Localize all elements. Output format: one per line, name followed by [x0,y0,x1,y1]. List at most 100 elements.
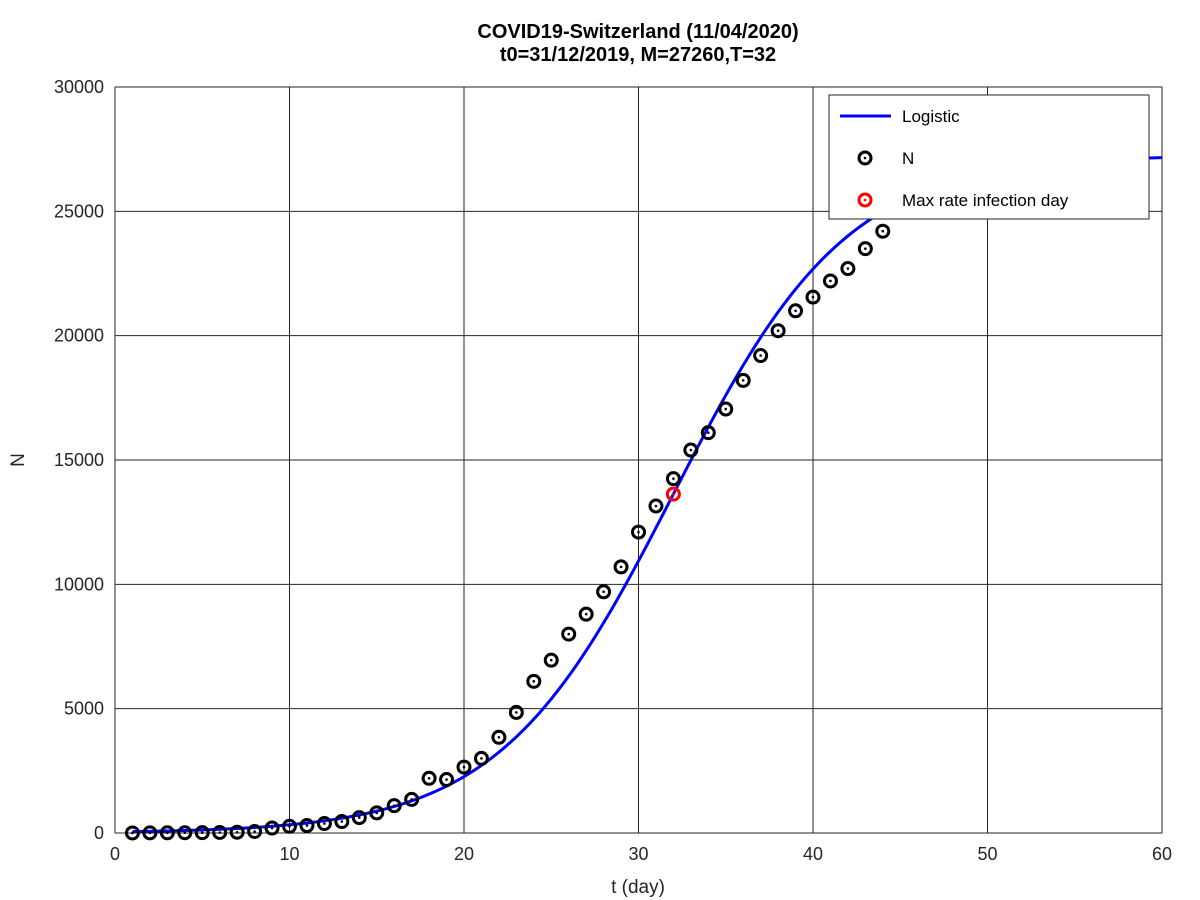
data-point-n-ring [334,814,350,830]
data-point-n-dot [811,295,815,299]
data-point-n-dot [270,826,274,830]
data-point-n-ring [439,772,455,788]
y-tick-label: 15000 [54,450,104,470]
data-point-n-ring [526,673,542,689]
data-point-n-dot [741,379,745,382]
data-point-n [351,810,367,826]
data-point-n-dot [392,804,396,807]
data-point-n-ring [421,770,437,786]
data-point-n-dot [305,824,309,827]
x-tick-label: 20 [454,844,474,864]
data-point-n [753,348,769,364]
data-point-n-ring [351,810,367,826]
data-point-n-dot [829,279,832,283]
data-point-n [282,818,297,834]
data-point-n-dot [619,565,623,569]
data-point-n-dot [340,820,344,823]
data-point-n-ring [473,750,489,766]
max-rate-point-ring [665,486,681,502]
data-point-n-ring [491,729,507,745]
data-point-n-dot [358,816,361,819]
data-point-n [386,798,402,814]
chart-title: COVID19-Switzerland (11/04/2020) [477,21,798,43]
data-point-n-dot [584,612,588,616]
x-tick-label: 10 [279,844,299,864]
x-axis-label: t (day) [611,877,665,898]
data-point-n-ring [770,323,786,339]
data-point-n [299,818,315,834]
data-point-n [142,825,158,841]
data-point-n [159,825,175,841]
data-point-n [334,814,350,830]
data-point-n [473,750,489,766]
data-point-n [491,729,507,745]
data-point-n-dot [480,757,483,760]
data-point-n [648,498,664,514]
data-point-n-ring [124,825,140,841]
data-point-n-dot [235,830,239,834]
legend-n-marker [857,150,873,166]
data-point-n [229,824,245,840]
data-point-n-dot [532,680,536,683]
data-point-n [683,442,699,458]
data-point-n-dot [131,831,134,835]
data-point-n [194,825,210,841]
data-point-n [247,824,263,840]
data-point-n [788,303,804,319]
data-point-n-dot [427,776,431,780]
legend-max-rate-marker [857,192,873,208]
y-tick-label: 5000 [64,699,104,719]
data-point-n-ring [613,559,629,575]
max-rate-point [665,486,681,502]
data-point-n-ring [264,820,280,836]
data-point-n-dot [497,735,501,739]
data-point-n-dot [776,329,780,332]
data-point-n-dot [549,658,553,662]
y-tick-label: 10000 [54,574,104,594]
data-point-n-dot [567,632,570,636]
data-point-n-dot [253,830,256,833]
data-point-n-dot [602,590,605,594]
y-tick-label: 25000 [54,201,104,221]
data-point-n-ring [142,825,158,841]
data-point-n-dot [637,530,640,534]
data-point-n [735,372,751,388]
data-point-n-ring [596,584,612,600]
data-point-n-ring [857,241,873,257]
data-point-n [840,261,856,277]
data-point-n-ring [456,759,472,775]
data-point-n [613,559,629,575]
plot-area [124,156,1163,841]
max-rate-point-dot [672,492,675,496]
data-point-n [212,825,228,841]
data-point-n-dot [515,711,518,714]
data-point-n-ring [683,442,699,458]
data-point-n-ring [875,223,891,239]
data-point-n-ring [229,824,245,840]
data-point-n-dot [462,765,466,769]
data-point-n-ring [822,273,838,289]
data-point-n-ring [700,425,716,441]
data-point-n [508,704,524,720]
data-point-n-ring [578,606,594,622]
data-point-n [177,825,193,841]
data-point-n [369,805,385,821]
data-point-n [456,759,472,775]
data-point-n-dot [410,798,413,801]
x-tick-label: 40 [803,844,823,864]
data-point-n-ring [665,471,681,487]
legend-max-rate-label: Max rate infection day [902,191,1069,210]
data-point-n-dot [445,778,448,781]
data-point-n-dot [218,831,221,834]
data-point-n [543,652,559,668]
data-point-n [857,241,873,257]
logistic-curve [132,156,1163,834]
data-point-n-dot [375,811,379,815]
data-point-n [439,772,455,788]
data-point-n-ring [404,791,420,807]
data-point-n-ring [561,626,577,642]
y-tick-label: 20000 [54,326,104,346]
data-point-n [404,791,420,807]
data-point-n-ring [543,652,559,668]
